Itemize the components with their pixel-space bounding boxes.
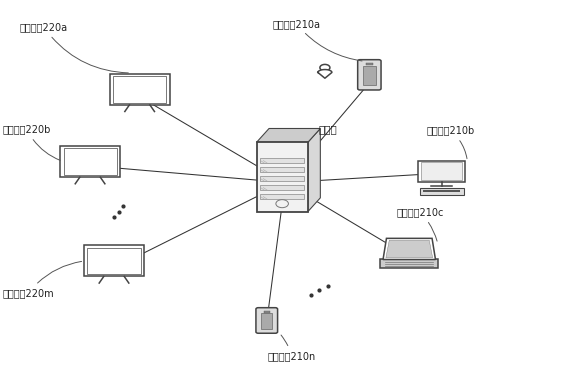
Polygon shape <box>386 240 433 258</box>
Text: 服务器: 服务器 <box>319 124 337 135</box>
FancyBboxPatch shape <box>256 308 278 333</box>
FancyBboxPatch shape <box>256 142 308 212</box>
Polygon shape <box>318 70 332 78</box>
FancyBboxPatch shape <box>113 76 166 103</box>
FancyBboxPatch shape <box>421 162 462 180</box>
FancyBboxPatch shape <box>420 188 464 195</box>
FancyBboxPatch shape <box>60 146 120 177</box>
Circle shape <box>276 200 288 208</box>
FancyBboxPatch shape <box>260 167 304 172</box>
FancyBboxPatch shape <box>260 176 304 181</box>
Text: 会议设备220m: 会议设备220m <box>3 261 82 298</box>
FancyBboxPatch shape <box>366 63 373 65</box>
FancyBboxPatch shape <box>418 161 465 182</box>
Circle shape <box>320 64 330 71</box>
Polygon shape <box>383 238 435 260</box>
FancyBboxPatch shape <box>380 259 438 268</box>
FancyBboxPatch shape <box>261 313 272 328</box>
Polygon shape <box>308 128 320 212</box>
Text: 终端设备210n: 终端设备210n <box>268 335 316 361</box>
FancyBboxPatch shape <box>363 66 376 85</box>
Text: 会议设备220b: 会议设备220b <box>3 124 60 160</box>
Text: 终端设备210c: 终端设备210c <box>396 207 443 241</box>
FancyBboxPatch shape <box>260 194 304 199</box>
Text: 会议设备220a: 会议设备220a <box>20 22 128 73</box>
FancyBboxPatch shape <box>110 74 170 105</box>
FancyBboxPatch shape <box>84 246 144 277</box>
FancyBboxPatch shape <box>260 158 304 163</box>
FancyBboxPatch shape <box>264 311 270 313</box>
FancyBboxPatch shape <box>64 148 117 175</box>
Polygon shape <box>256 128 320 142</box>
FancyBboxPatch shape <box>88 247 141 274</box>
Text: 终端设备210b: 终端设备210b <box>426 126 475 158</box>
FancyBboxPatch shape <box>358 59 381 90</box>
FancyBboxPatch shape <box>260 185 304 190</box>
FancyBboxPatch shape <box>423 191 461 192</box>
Text: 终端设备210a: 终端设备210a <box>272 19 362 61</box>
